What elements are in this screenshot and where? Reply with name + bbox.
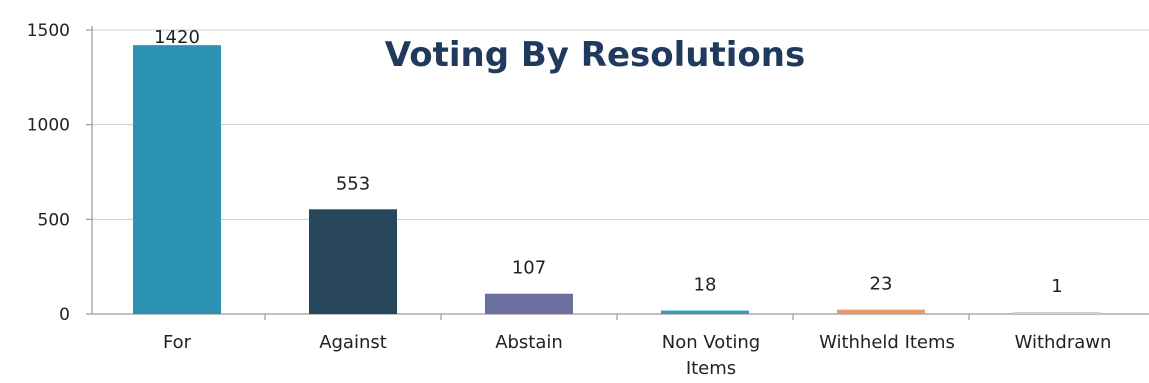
value-label: 1 xyxy=(1051,276,1062,297)
value-label: 23 xyxy=(870,274,893,295)
y-tick-label: 500 xyxy=(38,210,70,230)
bar-withdrawn xyxy=(1013,312,1101,314)
bar-for xyxy=(133,45,221,314)
axes xyxy=(86,26,1149,320)
value-label: 18 xyxy=(694,275,717,296)
category-label: Items xyxy=(686,358,736,379)
category-label: Abstain xyxy=(495,332,563,353)
value-label: 1420 xyxy=(154,27,200,48)
bar-abstain xyxy=(485,293,573,314)
category-label: Against xyxy=(319,332,387,353)
gridlines xyxy=(92,29,1149,220)
labels: 0 500 1000 1500 1420 For 553 Against 107 Abstain 1… xyxy=(27,21,1112,379)
category-label: Withdrawn xyxy=(1015,332,1112,353)
bars xyxy=(133,45,1101,314)
value-label: 107 xyxy=(512,258,546,279)
value-label: 553 xyxy=(336,173,370,194)
bar-against xyxy=(309,209,397,314)
y-tick-label: 0 xyxy=(59,305,70,325)
y-tick-label: 1000 xyxy=(27,116,70,136)
category-label: Non Voting xyxy=(662,332,760,353)
chart-title: Voting By Resolutions xyxy=(385,35,805,75)
category-label: Withheld Items xyxy=(819,332,955,353)
y-tick-label: 1500 xyxy=(27,21,70,41)
bar-non-voting-items xyxy=(661,310,749,314)
category-label: For xyxy=(163,332,192,353)
bar-withheld-items xyxy=(837,309,925,314)
